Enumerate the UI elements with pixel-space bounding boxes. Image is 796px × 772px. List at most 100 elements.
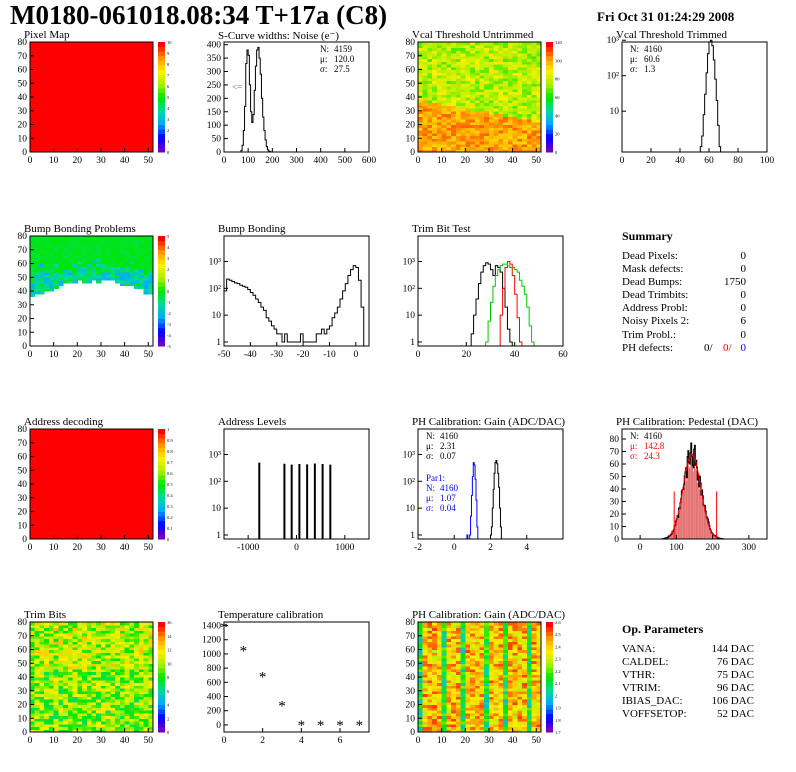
y-tick-label: 0: [410, 728, 415, 738]
x-tick-label: 30: [96, 543, 106, 553]
z-tick-label: 2.3: [555, 657, 561, 662]
y-tick-label: 40: [18, 93, 28, 103]
heatmap-fill: [30, 429, 153, 539]
z-tick-label: 1: [167, 139, 169, 144]
x-tick-label: 0: [28, 736, 33, 746]
y-tick-label: 80: [18, 618, 28, 628]
y-tick-label: 10³: [403, 450, 416, 460]
stat-label: N:: [426, 483, 435, 493]
op-parameters-box: Op. Parameters VANA: 144 DAC CALDEL: 76 DAC…: [622, 622, 754, 722]
z-tick-label: 4: [167, 703, 170, 708]
y-tick-label: 0: [216, 721, 221, 731]
y-tick-label: 300: [207, 68, 222, 78]
plot-address-decoding: 00.10.20.30.40.50.60.70.80.910 10 20 30 40 50…: [18, 425, 174, 553]
gauss-fit: [668, 453, 717, 538]
z-tick-label: 0.3: [167, 504, 173, 509]
y-tick-label: 0: [22, 535, 27, 545]
row-value: 144 DAC: [711, 643, 754, 655]
y-tick-label: 60: [18, 66, 28, 76]
y-tick-label: 20: [406, 701, 416, 711]
summary-row: CALDEL: 76 DAC: [622, 656, 754, 669]
y-tick-label: 30: [18, 107, 28, 117]
x-tick-label: 2: [260, 736, 265, 746]
y-tick-label: 1: [410, 338, 415, 348]
z-tick-label: 0: [167, 730, 170, 735]
z-tick-label: 0.9: [167, 438, 173, 443]
plot-title: Trim Bit Test: [412, 223, 471, 235]
y-tick-label: 70: [610, 448, 620, 458]
plot-title: PH Calibration: Pedestal (DAC): [616, 416, 759, 428]
y-tick-label: 50: [18, 79, 28, 89]
z-tick-label: 20: [555, 132, 560, 137]
row-value: 96 DAC: [717, 682, 754, 695]
y-tick-label: 60: [18, 453, 28, 463]
x-tick-label: 30: [96, 350, 106, 360]
y-tick-label: 10²: [607, 72, 620, 82]
y-tick-label: 70: [18, 439, 28, 449]
y-tick-label: 80: [18, 232, 28, 242]
y-tick-label: 30: [18, 687, 28, 697]
z-tick-label: 2.6: [555, 620, 561, 625]
z-tick-label: 1: [167, 278, 169, 283]
y-tick-label: 60: [406, 66, 416, 76]
plot-frame: [621, 428, 768, 540]
y-tick-label: 10: [406, 134, 416, 144]
stat-label: σ:: [630, 64, 637, 74]
x-tick-label: 20: [73, 156, 83, 166]
y-tick-label: 10²: [209, 284, 222, 294]
z-tick-label: 16: [167, 620, 172, 625]
y-tick-label: 50: [406, 79, 416, 89]
stat-value: 0.04: [440, 503, 456, 513]
timestamp: Fri Oct 31 01:24:29 2008: [597, 9, 735, 24]
plot-bump-bonding: -50 -40 -30 -20 -10 0 1 10 10² 10³: [209, 235, 370, 360]
z-tick-label: 10: [167, 661, 172, 666]
plot-ph-gain-map: 1.7 1.8 1.9 2 2.1 2.2 2.3 2.4 2.5 2.6 0 10 20 30 40 50 0…: [406, 618, 562, 746]
x-tick-label: 50: [144, 350, 154, 360]
y-tick-label: 80: [610, 435, 620, 445]
y-tick-label: 20: [18, 508, 28, 518]
x-tick-label: 60: [558, 350, 568, 360]
y-tick-label: 10: [610, 523, 620, 533]
plot-title: Trim Bits: [24, 609, 67, 621]
summary-row: Mask defects: 0: [622, 263, 746, 276]
z-tick-label: 1.9: [555, 706, 561, 711]
x-tick-label: -10: [323, 350, 336, 360]
x-tick-label: -20: [297, 350, 310, 360]
ph-defects-v1: 0/: [704, 341, 713, 354]
y-tick-label: 70: [18, 52, 28, 62]
plot-title: S-Curve widths: Noise (e⁻): [218, 30, 339, 42]
row-value: 106 DAC: [711, 695, 754, 708]
histogram-line: [499, 260, 523, 346]
x-tick-label: 20: [73, 543, 83, 553]
y-tick-label: 20: [18, 701, 28, 711]
y-tick-label: 80: [406, 38, 416, 48]
x-tick-label: 40: [120, 543, 130, 553]
y-tick-label: 80: [18, 38, 28, 48]
x-tick-label: 50: [144, 543, 154, 553]
y-tick-label: 400: [207, 41, 222, 51]
plot-vcal-untrimmed: 0 20 40 60 80 100 120 0 10 20 30 40 50 0 10 20 30 40 50 60 7…: [406, 38, 563, 166]
y-tick-label: 10³: [209, 450, 222, 460]
y-tick-label: 20: [18, 121, 28, 131]
summary-row: VTHR: 75 DAC: [622, 669, 754, 682]
plot-frame: [621, 41, 768, 153]
plot-title: Bump Bonding: [218, 223, 286, 235]
x-tick-label: 0: [416, 350, 421, 360]
x-tick-label: 100: [760, 156, 775, 166]
x-tick-label: -50: [218, 350, 231, 360]
plot-title: Address decoding: [24, 416, 104, 428]
heatmap-fill: [30, 42, 153, 152]
z-tick-label: 14: [167, 634, 172, 639]
heatmap-cells: [30, 622, 154, 733]
y-tick-label: 60: [610, 460, 620, 470]
row-label: Dead Bumps:: [622, 276, 683, 289]
stat-label: μ:: [426, 441, 433, 451]
z-tick-label: 1.8: [555, 718, 561, 723]
y-tick-label: 60: [406, 646, 416, 656]
z-tick-label: 6: [167, 84, 170, 89]
z-tick-label: -1: [167, 300, 171, 305]
x-tick-label: 40: [508, 156, 518, 166]
histogram-line: [661, 442, 725, 540]
z-tick-label: 5: [167, 95, 170, 100]
y-tick-label: 10³: [209, 257, 222, 267]
